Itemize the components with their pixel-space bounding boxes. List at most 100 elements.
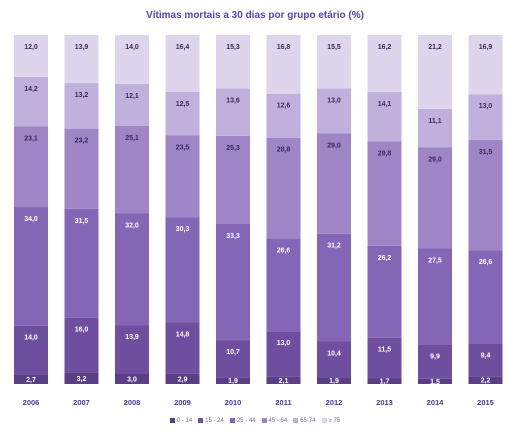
- data-label: 34,0: [24, 216, 38, 223]
- data-label: 30,3: [176, 226, 190, 233]
- bar-segment: [64, 372, 99, 384]
- legend-label: 0 - 14: [176, 418, 193, 425]
- data-label: 2,7: [26, 377, 36, 384]
- x-tick-label: 2011: [275, 398, 291, 407]
- x-tick-label: 2008: [124, 398, 141, 407]
- data-label: 3,0: [127, 376, 137, 383]
- data-label: 11,1: [428, 118, 441, 125]
- bar-segment: [14, 207, 48, 326]
- legend-swatch: [169, 418, 175, 423]
- bar-segment: [14, 325, 48, 375]
- bar-segment: [266, 331, 301, 377]
- bar-segment: [64, 317, 99, 373]
- data-label: 1,5: [430, 379, 440, 386]
- data-label: 1,7: [380, 379, 390, 386]
- bar-segment: [266, 238, 301, 332]
- data-label: 32,0: [125, 223, 139, 230]
- bar-segment: [216, 223, 250, 341]
- bar-segment: [367, 378, 402, 384]
- bar-segment: [14, 35, 48, 77]
- legend-swatch: [293, 418, 299, 423]
- x-tick-label: 2007: [73, 398, 90, 407]
- bar-segment: [216, 88, 250, 136]
- x-tick-label: 2015: [477, 398, 494, 407]
- bar-segment: [216, 135, 250, 224]
- data-label: 16,0: [75, 327, 89, 334]
- x-tick-label: 2010: [225, 398, 242, 407]
- bar-segment: [115, 35, 149, 84]
- x-tick-label: 2013: [376, 398, 393, 407]
- bar-segment: [115, 373, 149, 384]
- data-label: 29,8: [378, 150, 392, 157]
- bar-segment: [115, 213, 149, 326]
- legend-item: 65-74: [293, 418, 316, 425]
- data-label: 31,5: [479, 149, 493, 156]
- data-label: 16,2: [378, 44, 392, 51]
- data-label: 2,1: [279, 378, 289, 385]
- bar-segment: [367, 337, 402, 379]
- data-label: 1,9: [329, 378, 339, 385]
- data-label: 13,0: [327, 98, 341, 105]
- bar-segment: [418, 378, 452, 384]
- legend-label: 65-74: [300, 418, 316, 425]
- bar-segment: [367, 245, 402, 338]
- bar-segment: [317, 133, 351, 234]
- data-label: 26,6: [277, 247, 291, 254]
- bar-segment: [14, 374, 48, 384]
- data-label: 14,8: [176, 331, 190, 338]
- legend: 0 - 14 15 - 24 25 - 44 45 - 64 65-74 ≥ 75: [0, 418, 510, 424]
- data-label: 12,0: [24, 44, 38, 51]
- data-label: 12,1: [125, 93, 139, 100]
- data-label: 26,2: [378, 255, 392, 262]
- data-label: 16,9: [479, 44, 493, 51]
- legend-swatch: [321, 418, 327, 423]
- bar-segment: [317, 233, 351, 342]
- data-label: 13,9: [125, 334, 139, 341]
- data-label: 2,2: [481, 378, 491, 385]
- bar-segment: [367, 141, 402, 246]
- bar-segment: [468, 94, 503, 140]
- data-label: 13,6: [226, 97, 240, 104]
- legend-label: ≥ 75: [328, 418, 341, 425]
- data-label: 13,2: [75, 92, 89, 99]
- data-label: 31,2: [327, 243, 341, 250]
- legend-swatch: [261, 418, 267, 423]
- bar-segment: [468, 343, 503, 377]
- data-label: 27,5: [428, 258, 442, 265]
- bar-segment: [468, 139, 503, 251]
- bar-segment: [317, 35, 351, 89]
- bar-segment: [115, 83, 149, 126]
- data-label: 25,1: [125, 135, 139, 142]
- legend-swatch: [229, 418, 235, 423]
- legend-item: 45 - 64: [261, 418, 287, 424]
- legend-swatch: [198, 418, 204, 423]
- bar-segment: [317, 341, 351, 378]
- data-label: 29,0: [327, 142, 341, 149]
- chart-title: Vítimas mortais a 30 dias por grupo etár…: [146, 10, 364, 21]
- legend-item: 15 - 24: [198, 418, 224, 424]
- bar-segment: [266, 35, 301, 94]
- bar-segment: [165, 92, 200, 136]
- data-label: 16,4: [176, 44, 190, 51]
- bar-segment: [266, 137, 301, 239]
- legend-label: 25 - 44: [236, 418, 256, 425]
- data-label: 31,5: [75, 218, 89, 225]
- data-label: 13,9: [75, 44, 89, 51]
- x-tick-label: 2012: [326, 398, 343, 407]
- bar-segment: [367, 91, 402, 142]
- data-label: 13,0: [277, 340, 291, 347]
- data-label: 23,2: [75, 138, 89, 145]
- data-label: 26,6: [479, 259, 493, 266]
- bar-segment: [165, 35, 200, 93]
- bar-segment: [468, 376, 503, 384]
- bar-segment: [418, 147, 452, 249]
- bar-segment: [367, 35, 402, 92]
- data-label: 12,6: [277, 103, 291, 110]
- bar-segment: [115, 125, 149, 214]
- data-label: 14,0: [125, 44, 139, 51]
- data-label: 23,5: [176, 144, 190, 151]
- x-tick-label: 2006: [23, 398, 40, 407]
- data-label: 3,2: [77, 376, 87, 383]
- data-label: 15,5: [327, 44, 341, 51]
